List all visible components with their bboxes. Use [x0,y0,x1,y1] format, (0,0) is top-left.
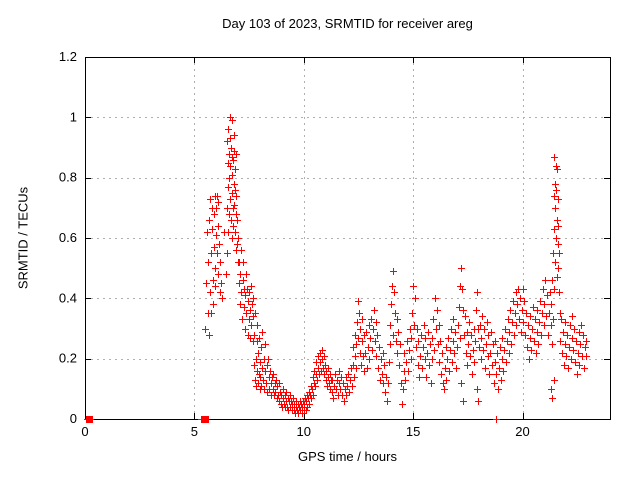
y-tick-label: 0.6 [59,230,77,245]
chart-title: Day 103 of 2023, SRMTID for receiver are… [222,16,473,31]
x-tick-label: 15 [406,424,420,439]
x-tick-label: 20 [515,424,529,439]
square-marker [202,416,209,423]
y-tick-label: 0.2 [59,351,77,366]
y-tick-label: 1.2 [59,49,77,64]
y-tick-label: 0.4 [59,290,77,305]
square-marker [86,416,93,423]
x-tick-label: 0 [81,424,88,439]
gridlines [85,57,610,419]
x-axis-label: GPS time / hours [298,449,397,464]
y-tick-label: 0.8 [59,170,77,185]
y-tick-label: 0 [70,411,77,426]
y-tick-label: 1 [70,109,77,124]
axis-square-markers [86,416,209,423]
x-tick-label: 10 [297,424,311,439]
tick-labels: 0 5 10 15 20 0 0.2 0.4 0.6 0.8 1 1.2 [59,49,530,439]
x-tick-label: 5 [191,424,198,439]
scatter-points [84,114,590,423]
